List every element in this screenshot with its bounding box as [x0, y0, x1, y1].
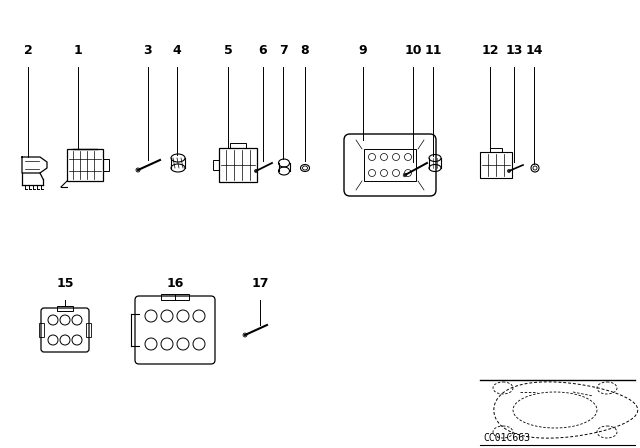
Bar: [219, 148, 257, 182]
Bar: [161, 294, 189, 300]
Bar: [57, 306, 73, 311]
Text: 17: 17: [252, 277, 269, 290]
Bar: [103, 159, 109, 171]
Circle shape: [136, 168, 140, 172]
Text: CC01C663: CC01C663: [483, 433, 530, 443]
Text: 13: 13: [506, 44, 523, 57]
Bar: [39, 323, 44, 337]
Text: 1: 1: [74, 44, 83, 57]
Text: 7: 7: [278, 44, 287, 57]
Text: 11: 11: [424, 44, 442, 57]
Text: 4: 4: [173, 44, 181, 57]
Text: 12: 12: [481, 44, 499, 57]
Text: 2: 2: [24, 44, 33, 57]
Circle shape: [403, 173, 407, 177]
Text: 14: 14: [525, 44, 543, 57]
Circle shape: [243, 333, 247, 337]
Text: 3: 3: [144, 44, 152, 57]
Bar: [230, 143, 246, 148]
Text: 6: 6: [259, 44, 268, 57]
Bar: [67, 149, 103, 181]
Text: 10: 10: [404, 44, 422, 57]
Text: 15: 15: [56, 277, 74, 290]
Text: 5: 5: [223, 44, 232, 57]
Bar: [480, 152, 512, 178]
Bar: [86, 323, 91, 337]
Bar: [490, 148, 502, 152]
Text: 8: 8: [301, 44, 309, 57]
Bar: [364, 149, 416, 181]
Text: 16: 16: [166, 277, 184, 290]
Circle shape: [508, 169, 511, 172]
Text: 9: 9: [358, 44, 367, 57]
Bar: [213, 160, 219, 170]
Circle shape: [255, 169, 257, 172]
